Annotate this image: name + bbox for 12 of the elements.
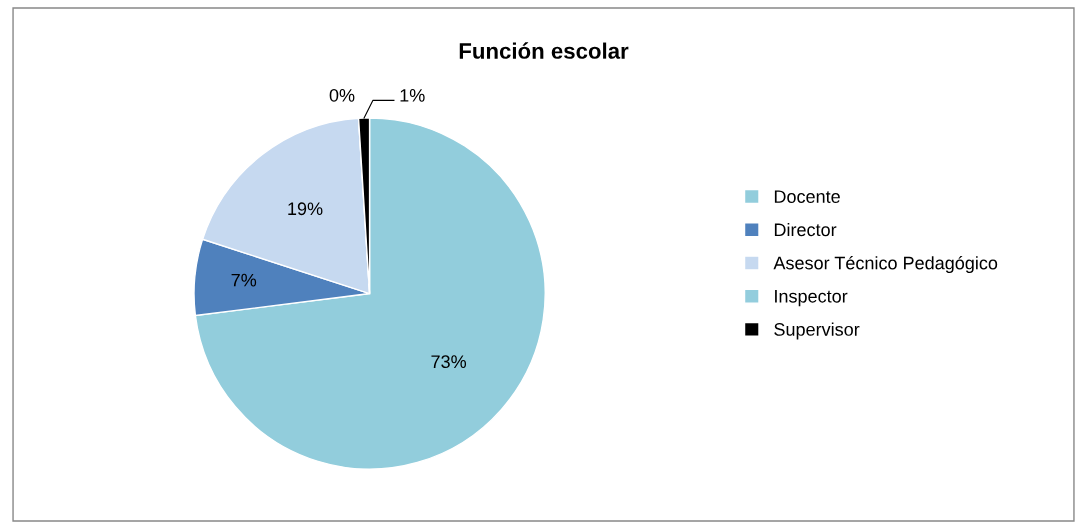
legend-label: Inspector [775, 290, 848, 307]
legend-label: Docente [774, 190, 840, 203]
legend-label: Asesor Técnico Pedagógico [773, 255, 998, 274]
data-label: 7% [231, 273, 257, 287]
legend-label: Director [774, 222, 837, 237]
text: 0% [329, 88, 355, 102]
pie-slice [194, 117, 546, 470]
data-label: 73% [431, 355, 467, 369]
chart-title: Función escolar [459, 42, 629, 59]
data-label: 19% [288, 202, 323, 216]
legend-label: Supervisor [774, 322, 860, 340]
data-label: 1% [400, 89, 425, 102]
